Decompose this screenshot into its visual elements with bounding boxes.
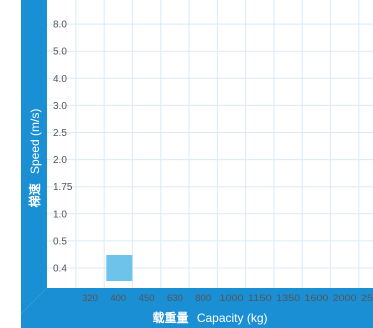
y-axis-label: 梯速 Speed (m/s)	[27, 109, 42, 208]
x-tick-label: 800	[195, 293, 211, 304]
plot-area	[47, 0, 373, 288]
x-tick-label: 1350	[276, 293, 300, 304]
y-tick-label: 0.5	[53, 236, 67, 247]
bars	[106, 255, 133, 281]
x-tick-label: 1600	[304, 293, 328, 304]
y-tick-label: 1.0	[53, 209, 67, 220]
x-tick-label: 630	[167, 293, 183, 304]
y-tick-label: 0.4	[53, 264, 67, 275]
x-tick-label: 400	[110, 293, 126, 304]
y-tick-label: 1.75	[53, 182, 73, 193]
x-axis-label: 载重量 Capacity (kg)	[152, 310, 267, 325]
y-tick-label: 8.0	[53, 20, 67, 31]
y-tick-label: 2.0	[53, 155, 67, 166]
x-tick-label: 450	[139, 293, 155, 304]
y-tick-labels: 0.4 0.5 1.0 1.75 2.0 2.5 3.0 4.0 5.0 8.0	[53, 20, 73, 275]
x-tick-labels: 320 400 450 630 800 1000 1150 1350 1600 2000 2500	[82, 293, 373, 304]
x-tick-label: 320	[82, 293, 98, 304]
y-tick-label: 2.5	[53, 128, 67, 139]
x-tick-label: 1150	[248, 293, 272, 304]
x-axis-panel	[21, 288, 373, 328]
x-tick-label: 1000	[220, 293, 244, 304]
grid	[47, 0, 373, 288]
y-tick-label: 4.0	[53, 74, 67, 85]
y-axis-panel	[21, 0, 47, 314]
y-tick-label: 3.0	[53, 101, 67, 112]
bar	[106, 255, 133, 281]
x-tick-label: 2000	[333, 293, 357, 304]
x-tick-label: 2500	[361, 293, 373, 304]
y-tick-label: 5.0	[53, 47, 67, 58]
